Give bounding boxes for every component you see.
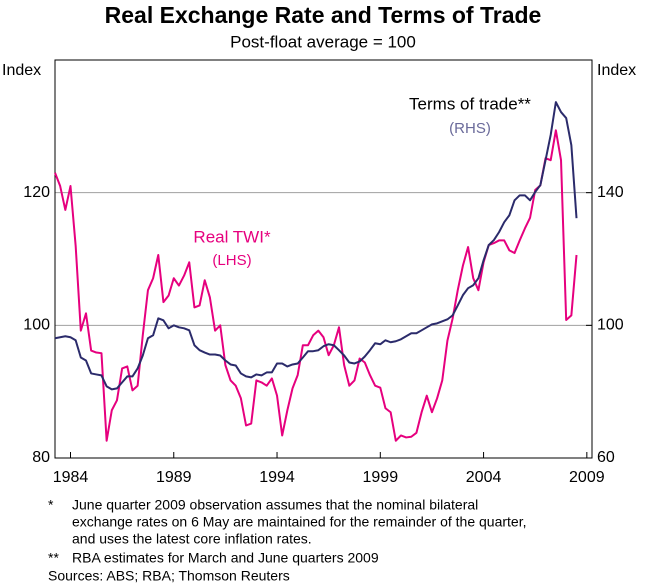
x-tick-label: 2004 — [466, 469, 502, 486]
footnote-line: RBA estimates for March and June quarter… — [72, 550, 379, 566]
y-axis-label: Index — [2, 62, 41, 79]
series-line — [54, 101, 578, 391]
footnote-line: exchange rates on 6 May are maintained f… — [72, 514, 527, 530]
series-axis-note: (RHS) — [449, 120, 491, 137]
sources: Sources: ABS; RBA; Thomson Reuters — [48, 568, 290, 584]
y2-tick-label: 100 — [597, 317, 624, 334]
footnote-marker: * — [48, 497, 54, 513]
series-line — [54, 129, 578, 442]
x-tick-label: 2009 — [569, 469, 605, 486]
y2-tick-label: 140 — [597, 184, 624, 201]
series-label: Terms of trade** — [409, 94, 531, 113]
chart-subtitle: Post-float average = 100 — [230, 32, 416, 51]
y2-tick-label: 60 — [597, 449, 615, 466]
plot-frame — [54, 59, 593, 459]
y-tick-label: 80 — [32, 449, 50, 466]
chart-title: Real Exchange Rate and Terms of Trade — [105, 2, 542, 28]
x-tick-label: 1984 — [53, 469, 89, 486]
x-tick-label: 1994 — [259, 469, 295, 486]
y-tick-label: 120 — [23, 184, 50, 201]
x-tick-label: 1999 — [363, 469, 399, 486]
y2-axis-label: Index — [597, 62, 636, 79]
y-tick-label: 100 — [23, 317, 50, 334]
footnotes: * June quarter 2009 observation assumes … — [48, 497, 527, 584]
footnote-line: June quarter 2009 observation assumes th… — [72, 497, 478, 513]
x-tick-label: 1989 — [156, 469, 192, 486]
series-label: Real TWI* — [193, 227, 271, 246]
footnote-line: and uses the latest core inflation rates… — [72, 531, 312, 547]
series-axis-note: (LHS) — [212, 252, 251, 269]
footnote-marker: ** — [48, 550, 59, 566]
